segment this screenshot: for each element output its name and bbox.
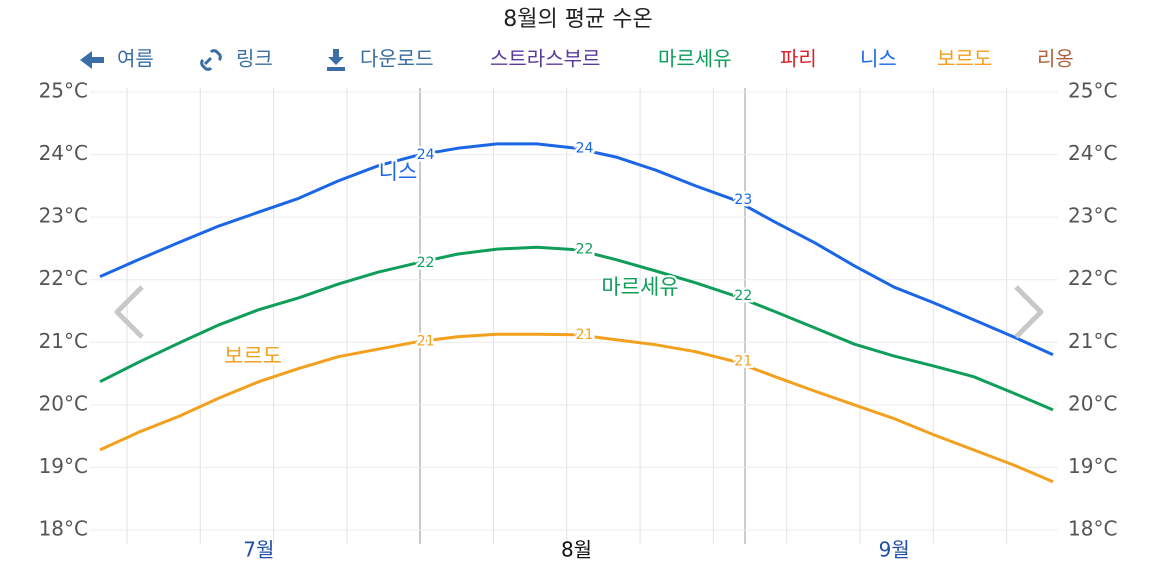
link-button[interactable]: 링크 — [200, 47, 273, 71]
data-label: 22 — [417, 255, 435, 271]
plot: 22 22 22 마르세유 24 24 23 니스 21 21 21 보르도 — [99, 138, 1054, 484]
x-tick-label[interactable]: 9월 — [879, 538, 910, 562]
back-button[interactable]: 여름 — [80, 47, 154, 71]
series-line — [99, 245, 1054, 412]
legend-entry[interactable]: 파리 — [780, 47, 817, 71]
link-label[interactable]: 링크 — [236, 47, 273, 71]
series-label: 마르세유 — [601, 275, 678, 299]
data-label: 22 — [576, 242, 594, 258]
y-tick-label: 19°C — [39, 454, 88, 478]
data-label: 23 — [734, 192, 752, 208]
y2-tick-label: 21°C — [1068, 329, 1117, 353]
y-tick-label: 24°C — [39, 141, 88, 165]
y2-tick-label: 18°C — [1068, 517, 1117, 541]
link-icon — [200, 49, 222, 71]
series-label: 보르도 — [224, 344, 282, 368]
y-tick-label: 20°C — [39, 391, 88, 415]
data-label: 21 — [417, 334, 435, 350]
data-label: 22 — [734, 288, 752, 304]
chart-title: 8월의 평균 수온 — [503, 7, 652, 32]
back-label[interactable]: 여름 — [117, 47, 154, 71]
y2-tick-label: 25°C — [1068, 79, 1117, 103]
back-icon — [80, 51, 104, 69]
download-icon — [327, 49, 345, 71]
series-line — [99, 332, 1054, 484]
download-label[interactable]: 다운로드 — [360, 47, 434, 71]
y-tick-label: 18°C — [39, 517, 88, 541]
x-tick-label: 8월 — [561, 538, 592, 562]
y2-tick-label: 19°C — [1068, 454, 1117, 478]
y2-tick-label: 24°C — [1068, 141, 1117, 165]
x-tick-label[interactable]: 7월 — [243, 538, 274, 562]
data-label: 21 — [734, 354, 752, 370]
y-tick-label: 23°C — [39, 204, 88, 228]
legend-entry[interactable]: 보르도 — [937, 47, 992, 71]
y2-tick-label: 22°C — [1068, 266, 1117, 290]
series-line — [99, 142, 1054, 357]
download-button[interactable]: 다운로드 — [327, 47, 434, 72]
legend-entry[interactable]: 스트라스부르 — [490, 47, 600, 71]
next-arrow[interactable] — [1014, 285, 1044, 339]
y-tick-label: 21°C — [39, 329, 88, 353]
legend-entry[interactable]: 마르세유 — [658, 47, 732, 71]
data-label: 21 — [576, 327, 594, 343]
y2-tick-label: 20°C — [1068, 391, 1117, 415]
legend-entry[interactable]: 리옹 — [1037, 47, 1074, 71]
data-label: 24 — [417, 147, 435, 163]
data-label: 24 — [576, 140, 594, 156]
y2-tick-label: 23°C — [1068, 204, 1117, 228]
y-tick-label: 22°C — [39, 266, 88, 290]
y-tick-label: 25°C — [39, 79, 88, 103]
series-label: 니스 — [379, 160, 418, 184]
prev-arrow[interactable] — [114, 285, 144, 339]
legend-entry[interactable]: 니스 — [860, 47, 897, 71]
